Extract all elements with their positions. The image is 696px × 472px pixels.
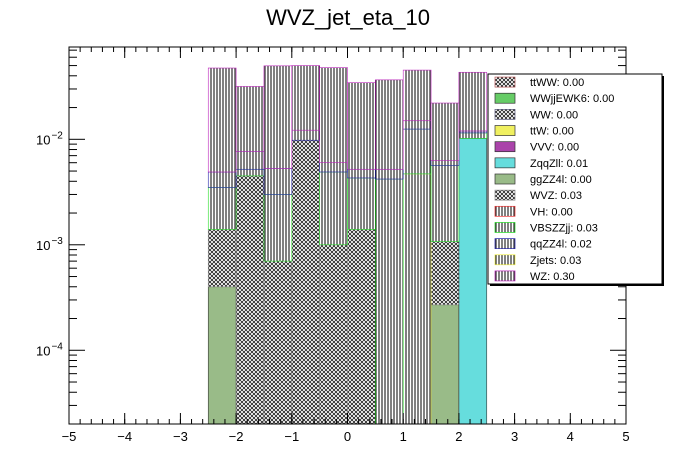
bar-segment [263, 168, 293, 195]
y-tick-label: 10−4 [36, 341, 63, 358]
x-tick-label: −3 [173, 429, 188, 444]
legend-swatch [494, 254, 516, 266]
series-4 [207, 128, 488, 425]
x-tick-label: −4 [117, 429, 132, 444]
bar-segment [402, 69, 432, 122]
bar-segment [402, 173, 432, 425]
bar-segment [319, 67, 348, 164]
bar-segment [235, 175, 265, 425]
legend-entry-label: ttWW: 0.00 [530, 77, 584, 89]
bar-segment [263, 260, 293, 425]
legend-entry-label: qqZZ4l: 0.02 [530, 239, 592, 251]
bar-segment [235, 86, 265, 152]
series-0 [207, 286, 460, 425]
legend-entry-label: VH: 0.00 [530, 206, 573, 218]
legend-swatch [494, 173, 516, 185]
bar-segment [207, 229, 237, 288]
bar-segment [291, 65, 320, 131]
x-tick-label: 3 [511, 429, 518, 444]
bar-segment [402, 128, 432, 175]
legend-entry-label: ggZZ4l: 0.00 [530, 174, 592, 186]
legend-box [487, 73, 663, 285]
legend-swatch [494, 141, 516, 153]
bar-segment [263, 194, 293, 262]
bar-segment [375, 168, 404, 180]
y-tick-label: 10−2 [36, 130, 63, 147]
legend-entry-label: VBSZZjj: 0.03 [530, 222, 598, 234]
bar-segment [375, 79, 404, 170]
legend-entry-label: WW: 0.00 [530, 109, 578, 121]
legend-swatch [494, 238, 516, 249]
bar-segment [458, 132, 488, 139]
bar-segment [430, 241, 460, 306]
y-tick-label: 10−3 [36, 236, 63, 253]
x-tick-label: −2 [229, 429, 244, 444]
bar-segment [430, 304, 460, 425]
bar-segment [319, 171, 348, 246]
legend-swatch [494, 189, 516, 201]
x-tick-label: 0 [344, 429, 351, 444]
legend-entry-label: VVV: 0.00 [530, 142, 579, 154]
x-tick-label: 5 [622, 429, 629, 444]
legend: ttWW: 0.00 WWjjEWK6: 0.00 WW: 0.00 ttW: 0.0… [487, 73, 664, 286]
bar-layer [207, 65, 488, 425]
bar-segment [347, 82, 376, 170]
bar-segment [235, 168, 265, 177]
legend-entry-label: WWjjEWK6: 0.00 [530, 93, 614, 105]
legend-swatch [494, 109, 516, 120]
bar-segment [235, 150, 265, 170]
legend-swatch [494, 205, 516, 217]
bar-segment [458, 138, 488, 425]
legend-entry-label: Zjets: 0.03 [530, 255, 581, 267]
bar-segment [291, 129, 320, 141]
series-2 [458, 138, 488, 425]
x-tick-label: −1 [284, 429, 299, 444]
bar-segment [263, 65, 293, 169]
x-tick-label: 4 [567, 429, 574, 444]
legend-entry-label: ttW: 0.00 [530, 126, 574, 138]
legend-entry-label: ZqqZll: 0.01 [530, 158, 588, 170]
bar-segment [207, 187, 237, 230]
bar-segment [207, 67, 237, 173]
legend-swatch [494, 270, 516, 282]
legend-swatch [494, 92, 516, 104]
x-tick-label: 2 [455, 429, 462, 444]
legend-entry-label: WVZ: 0.03 [530, 190, 582, 202]
bar-segment [347, 177, 376, 230]
series-6 [207, 65, 488, 173]
legend-entry-label: WZ: 0.30 [530, 271, 575, 283]
series-5 [207, 120, 488, 195]
chart-title: WVZ_jet_eta_10 [266, 5, 430, 30]
x-tick-label: 1 [400, 429, 407, 444]
bar-segment [430, 160, 460, 166]
bar-segment [319, 162, 348, 173]
bar-segment [458, 71, 488, 132]
bar-segment [207, 286, 237, 425]
legend-swatch [494, 157, 516, 169]
legend-swatch [494, 125, 516, 136]
bar-segment [347, 229, 376, 425]
bar-segment [430, 102, 460, 161]
series-3 [402, 173, 432, 425]
bar-segment [347, 168, 376, 179]
bar-segment [319, 244, 348, 425]
bar-segment [402, 120, 432, 130]
bar-segment [430, 164, 460, 242]
bar-segment [375, 178, 404, 425]
bar-segment [207, 171, 237, 188]
x-tick-label: −5 [62, 429, 77, 444]
legend-swatch [494, 222, 516, 233]
legend-swatch [494, 76, 516, 88]
bar-segment [291, 139, 320, 425]
